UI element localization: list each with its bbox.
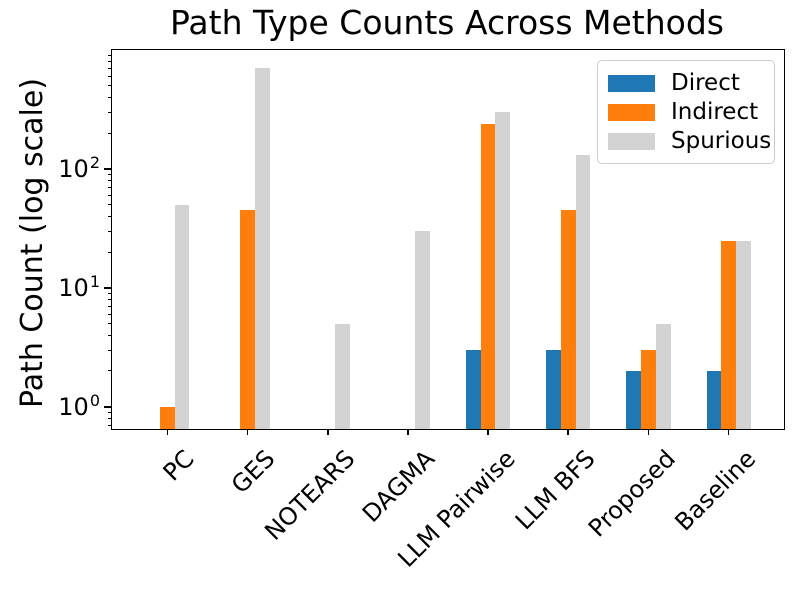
x-tick-label: PC [157,444,200,487]
legend-swatch-indirect [608,104,655,121]
y-minor-tick [107,424,112,426]
legend: Direct Indirect Spurious [597,60,775,164]
y-minor-tick [107,96,112,98]
bar-spurious-llm-pairwise [495,112,511,429]
y-tick-exponent: 0 [89,390,100,410]
chart-title: Path Type Counts Across Methods [170,3,724,42]
legend-label-direct: Direct [671,70,740,96]
y-tick-label: 100 [46,392,100,421]
bar-indirect-baseline [721,240,736,429]
x-tick [567,430,570,435]
y-minor-tick [107,186,112,188]
bar-spurious-llm-bfs [575,155,591,429]
y-minor-tick [107,323,112,325]
bar-spurious-dagma [415,231,430,429]
y-minor-tick [107,230,112,232]
y-minor-tick [107,370,112,372]
y-minor-tick [107,204,112,206]
x-tick-label: Baseline [669,444,762,537]
y-minor-tick [107,67,112,69]
bar-spurious-ges [254,68,270,429]
y-minor-tick [107,54,112,56]
y-major-tick [104,168,111,170]
y-tick-exponent: 1 [89,271,100,291]
bar-direct-baseline [706,370,722,429]
bar-indirect-llm-bfs [560,210,576,429]
y-minor-tick [107,305,112,307]
y-tick-base: 10 [58,273,89,302]
y-minor-tick [107,173,112,175]
y-axis-label: Path Count (log scale) [15,77,50,409]
legend-swatch-direct [608,75,655,92]
y-minor-tick [107,194,112,196]
x-tick [487,430,489,435]
y-minor-tick [107,298,112,300]
y-minor-tick [107,251,112,253]
y-tick-base: 10 [58,154,89,183]
bar-indirect-pc [159,406,175,429]
bar-spurious-notears [335,323,350,429]
y-tick-exponent: 2 [89,152,100,172]
x-tick [647,430,650,435]
y-minor-tick [107,334,112,336]
legend-label-indirect: Indirect [671,99,759,125]
x-tick-label: GES [225,444,280,500]
y-major-tick [104,287,111,289]
legend-item-indirect: Indirect [608,98,768,127]
x-tick-label: Proposed [582,444,681,543]
plot-area: 100 101 102 PC GES NOTEARS DAGMA LLM Pairwise LL… [58,49,785,573]
y-minor-tick [107,61,112,63]
y-tick-base: 10 [58,392,89,421]
x-tick [326,430,329,435]
y-tick-label: 102 [46,154,100,183]
y-minor-tick [107,111,112,113]
x-tick [246,430,249,435]
bar-indirect-proposed [641,350,656,429]
bar-spurious-pc [174,204,190,429]
y-minor-tick [107,411,112,413]
y-minor-tick [107,215,112,217]
bar-direct-llm-pairwise [466,350,481,429]
bar-indirect-ges [240,210,255,429]
y-minor-tick [107,75,112,77]
y-minor-tick [107,417,112,419]
legend-label-spurious: Spurious [671,128,772,154]
y-minor-tick [107,349,112,351]
bar-direct-proposed [626,370,642,429]
legend-item-spurious: Spurious [608,127,772,156]
y-minor-tick [107,292,112,294]
x-tick-label: DAGMA [357,444,441,528]
y-major-tick [104,405,111,408]
x-tick [727,430,730,435]
y-minor-tick [107,179,112,181]
bar-direct-llm-bfs [546,350,561,429]
x-tick [166,430,169,435]
y-minor-tick [107,313,112,315]
y-minor-tick [107,132,112,134]
bar-indirect-llm-pairwise [480,123,496,429]
y-minor-tick [107,85,112,87]
legend-item-direct: Direct [608,69,768,98]
x-tick [407,430,409,435]
y-tick-label: 101 [46,273,100,302]
bar-spurious-proposed [655,323,671,429]
legend-swatch-spurious [608,133,655,150]
bar-spurious-baseline [736,240,751,429]
